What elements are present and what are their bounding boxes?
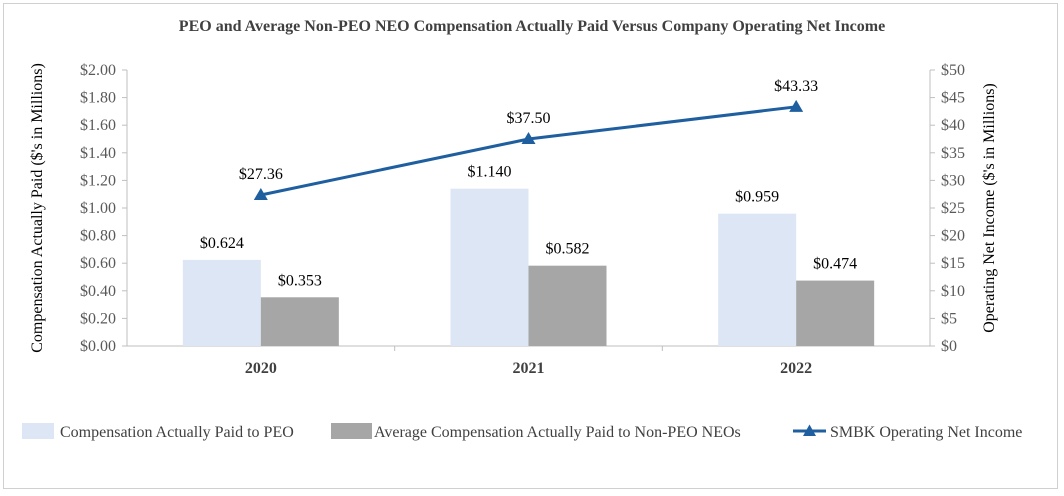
data-label-compensation-actually-paid-to-peo-2021: $1.140 — [468, 164, 512, 181]
data-label-smbk-operating-net-income-2020: $27.36 — [239, 166, 283, 183]
line-series — [253, 99, 804, 200]
x-tick-label-2021: 2021 — [513, 360, 545, 377]
marker-smbk-operating-net-income-2022 — [789, 99, 804, 112]
y-right-tick-label: $45 — [941, 90, 965, 107]
axes: $0.00 $0.20 $0.40 $0.60 $0.80 $1.00 $1.20 $1.40… — [80, 62, 965, 377]
bar-compensation-actually-paid-to-peo-2022 — [718, 213, 797, 346]
x-tick-label-2022: 2022 — [780, 360, 812, 377]
data-label-smbk-operating-net-income-2021: $37.50 — [507, 110, 551, 127]
y-left-tick-label: $1.40 — [80, 145, 116, 162]
y-right-tick-label: $0 — [941, 338, 957, 355]
legend-label-smbk: SMBK Operating Net Income — [830, 424, 1022, 441]
y-left-tick-label: $0.60 — [80, 255, 116, 272]
legend-swatch-peo — [22, 423, 54, 439]
bar-compensation-actually-paid-to-peo-2020 — [182, 259, 261, 346]
y-left-tick-label: $0.00 — [80, 338, 116, 355]
data-label-average-compensation-actually-paid-to-non-peo-neos-2022: $0.474 — [813, 256, 857, 273]
y-left-tick-label: $0.40 — [80, 283, 116, 300]
y-right-tick-label: $15 — [941, 255, 965, 272]
y-right-tick-label: $20 — [941, 228, 965, 245]
y-right-tick-label: $25 — [941, 200, 965, 217]
chart-frame — [3, 3, 1058, 489]
y-left-tick-label: $1.20 — [80, 172, 116, 189]
legend-label-non-peo: Average Compensation Actually Paid to No… — [374, 424, 741, 441]
y-right-tick-label: $35 — [941, 145, 965, 162]
marker-smbk-operating-net-income-2020 — [253, 187, 268, 200]
bar-compensation-actually-paid-to-peo-2021 — [450, 188, 529, 346]
y-axis-left-label: Compensation Actually Paid ($'s in Milli… — [29, 63, 46, 353]
legend-label-peo: Compensation Actually Paid to PEO — [60, 424, 294, 441]
y-right-tick-label: $50 — [941, 62, 965, 79]
y-left-tick-label: $1.00 — [80, 200, 116, 217]
y-right-tick-label: $40 — [941, 117, 965, 134]
y-right-tick-label: $30 — [941, 172, 965, 189]
y-left-tick-label: $1.60 — [80, 117, 116, 134]
data-label-average-compensation-actually-paid-to-non-peo-neos-2020: $0.353 — [278, 272, 322, 289]
y-axis-right-label: Operating Net Income ($'s in Millions) — [981, 83, 998, 333]
data-label-average-compensation-actually-paid-to-non-peo-neos-2021: $0.582 — [546, 241, 590, 258]
data-label-smbk-operating-net-income-2022: $43.33 — [774, 78, 818, 95]
y-right-tick-label: $5 — [941, 310, 957, 327]
y-right-tick-label: $10 — [941, 283, 965, 300]
bars — [182, 188, 875, 346]
legend-marker-smbk — [803, 424, 816, 436]
bar-average-compensation-actually-paid-to-non-peo-neos-2021 — [528, 265, 607, 346]
data-labels: $0.624 $1.140 $0.959 $0.353 $0.582 $0.474 $27.… — [200, 78, 857, 289]
bar-average-compensation-actually-paid-to-non-peo-neos-2020 — [260, 297, 339, 346]
x-tick-label-2020: 2020 — [245, 360, 277, 377]
data-label-compensation-actually-paid-to-peo-2020: $0.624 — [200, 235, 244, 252]
y-left-tick-label: $0.80 — [80, 228, 116, 245]
chart-title: PEO and Average Non-PEO NEO Compensation… — [179, 18, 885, 35]
data-label-compensation-actually-paid-to-peo-2022: $0.959 — [735, 189, 779, 206]
legend-swatch-non-peo — [331, 423, 372, 439]
y-left-tick-label: $2.00 — [80, 62, 116, 79]
legend: Compensation Actually Paid to PEO Averag… — [22, 423, 1022, 441]
bar-average-compensation-actually-paid-to-non-peo-neos-2022 — [796, 280, 875, 346]
y-left-tick-label: $1.80 — [80, 90, 116, 107]
y-left-tick-label: $0.20 — [80, 310, 116, 327]
marker-smbk-operating-net-income-2021 — [521, 132, 536, 144]
